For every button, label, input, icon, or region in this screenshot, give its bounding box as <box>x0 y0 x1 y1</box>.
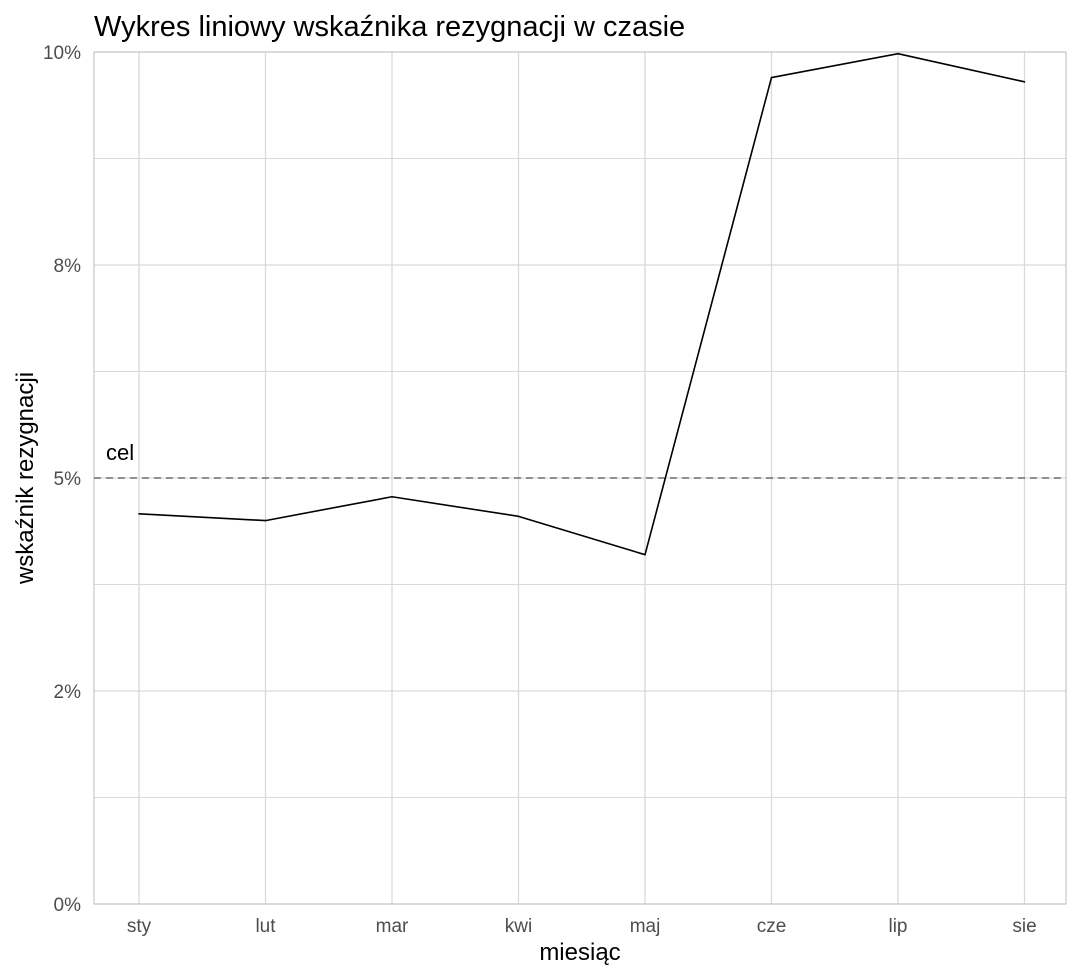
x-tick-label: sty <box>127 916 152 937</box>
y-tick-label: 2% <box>54 682 82 703</box>
x-tick-label: mar <box>376 916 409 937</box>
x-axis-title: miesiąc <box>539 939 620 966</box>
series-line-0 <box>138 52 1025 556</box>
y-axis-title: wskaźnik rezygnacji <box>12 372 39 585</box>
x-tick-label: cze <box>757 916 787 937</box>
data-point-cze <box>770 76 773 79</box>
x-tick-label: kwi <box>505 916 532 937</box>
x-tick-label: maj <box>630 916 661 937</box>
y-tick-label: 0% <box>54 895 82 916</box>
series-layer <box>138 52 1026 556</box>
y-tick-label: 5% <box>54 469 82 490</box>
y-axis-tick-labels: 0% 2% 5% 8% 10% <box>43 43 81 916</box>
x-tick-label: lut <box>255 916 276 937</box>
data-point-sie <box>1023 81 1026 83</box>
y-tick-label: 8% <box>54 256 82 277</box>
x-tick-label: lip <box>888 916 907 937</box>
x-axis-tick-labels: sty lut mar kwi maj cze lip sie <box>127 916 1037 937</box>
data-point-sty <box>138 512 140 515</box>
data-point-maj <box>644 553 646 556</box>
reference-line-group: cel <box>94 440 1066 479</box>
y-tick-label: 10% <box>43 43 81 64</box>
data-point-lut <box>264 519 267 522</box>
data-point-mar <box>391 495 393 498</box>
target-reference-label: cel <box>106 440 134 465</box>
chart-title: Wykres liniowy wskaźnika rezygnacji w cz… <box>94 11 685 43</box>
data-point-lip <box>897 52 899 55</box>
x-tick-label: sie <box>1012 916 1036 937</box>
data-point-kwi <box>517 515 520 518</box>
